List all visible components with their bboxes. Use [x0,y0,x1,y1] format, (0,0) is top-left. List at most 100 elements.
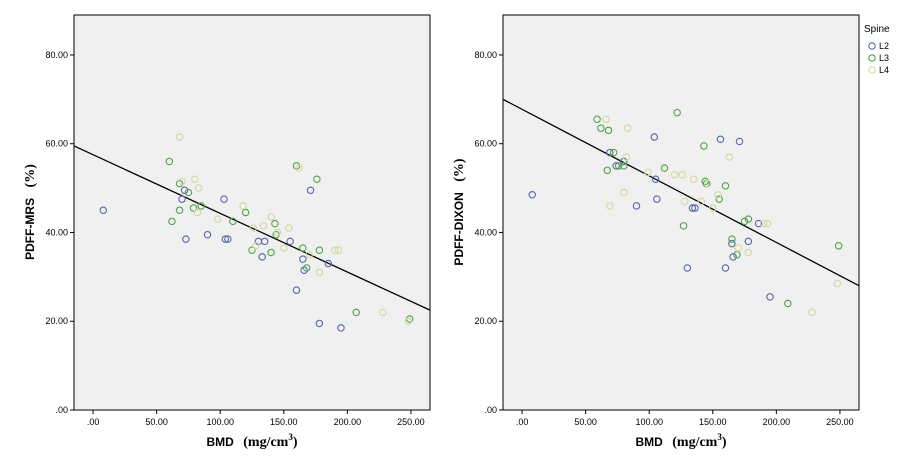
fit-line [73,145,431,311]
data-point-l3 [604,126,613,135]
data-point-l3 [597,124,605,132]
data-point-l2 [729,253,737,261]
data-point-l2 [612,162,620,170]
data-point-l2 [99,206,107,215]
data-point-l4 [678,171,687,179]
x-axis-ticks: .00 50.00 100.00 150.00 200.00 250.00 [87,410,425,427]
data-point-l2 [260,237,269,246]
data-point-l3 [740,217,749,226]
data-point-l4 [305,250,313,259]
data-point-l4 [744,248,753,257]
data-point-l3 [229,217,237,226]
data-point-l2 [203,230,212,239]
data-point-l4 [175,133,184,141]
data-point-l3 [744,215,753,223]
legend-label-l4: L4 [879,65,889,75]
data-point-l2 [258,253,266,261]
x-tick-label: 100.00 [635,417,663,427]
data-point-l2 [220,195,228,203]
legend-marker-l4 [868,66,876,74]
data-point-l4 [280,244,288,252]
data-point-l4 [285,224,293,232]
x-tick-label: .00 [87,417,100,427]
data-point-l4 [808,308,816,317]
x-tick-label: 200.00 [334,417,362,427]
data-point-l2 [292,286,301,294]
data-point-l3 [609,148,618,157]
data-point-l4 [178,177,186,186]
data-point-l2 [337,324,345,332]
data-point-l3 [165,157,174,166]
plot-area [502,14,860,411]
data-point-l4 [622,153,631,161]
data-point-l2 [683,264,692,272]
y-tick-label: 60.00 [45,139,68,149]
data-point-l4 [725,153,734,161]
x-tick-label: 150.00 [270,417,298,427]
data-point-l4 [681,197,689,206]
data-point-l2 [728,239,736,248]
y-tick-label: .00 [55,405,68,415]
data-point-l4 [833,279,842,288]
data-point-l4 [193,208,202,217]
data-point-l3 [313,175,321,183]
data-point-l2 [651,175,660,183]
y-tick-label: 60.00 [474,139,497,149]
data-point-l2 [182,235,190,243]
data-point-l4 [239,202,247,210]
data-point-l2 [528,190,536,199]
data-point-l2 [299,255,307,263]
data-point-l4 [194,184,203,192]
legend: Spine L2 L3 L4 [864,24,890,75]
data-point-l3 [679,222,688,230]
y-tick-label: 80.00 [45,50,68,60]
data-point-l3 [593,115,601,124]
data-point-l4 [709,204,717,212]
data-point-l4 [267,213,275,221]
data-point-l3 [168,217,176,226]
data-point-l3 [603,166,612,175]
data-point-l4 [334,246,343,254]
data-point-l2 [691,204,699,212]
data-point-l2 [224,235,232,243]
x-tick-label: 100.00 [206,417,234,427]
y-tick-label: 80.00 [474,50,497,60]
data-point-l4 [697,197,706,206]
data-point-l4 [191,175,199,183]
data-point-l3 [189,204,198,212]
x-axis-title: BMD (mg/cm3) [635,432,726,450]
plot-area [73,14,431,411]
data-point-l2 [324,259,333,268]
data-point-l3 [715,195,723,203]
data-point-l3 [784,299,792,308]
legend-label-l3: L3 [879,53,889,63]
data-point-l3 [299,244,307,252]
data-points [99,133,414,332]
data-point-l4 [315,268,324,277]
data-point-l3 [267,248,275,257]
data-point-l2 [688,204,697,212]
data-point-l4 [734,244,742,252]
data-point-l2 [178,195,186,203]
x-tick-label: 250.00 [397,417,425,427]
y-axis-title: PDFF-MRS (%) [21,164,38,260]
data-point-l4 [273,228,282,237]
data-point-l2 [650,133,659,141]
data-point-l3 [175,206,184,215]
x-tick-label: 150.00 [699,417,727,427]
data-point-l2 [766,293,774,301]
data-point-l4 [620,188,628,197]
data-point-l4 [670,171,679,179]
y-tick-label: 20.00 [474,316,497,326]
data-point-l2 [632,202,641,210]
x-axis-ticks: .00 50.00 100.00 150.00 200.00 250.00 [516,410,854,427]
data-point-l4 [249,224,258,232]
data-point-l3 [184,188,193,197]
chart-panel-mrs: .00 20.00 40.00 60.00 80.00 .00 50.00 100.00 15… [21,14,431,450]
data-point-l3 [302,264,311,272]
data-point-l2 [306,186,315,195]
data-point-l3 [620,162,628,170]
data-point-l3 [700,142,708,150]
data-points [528,108,843,317]
